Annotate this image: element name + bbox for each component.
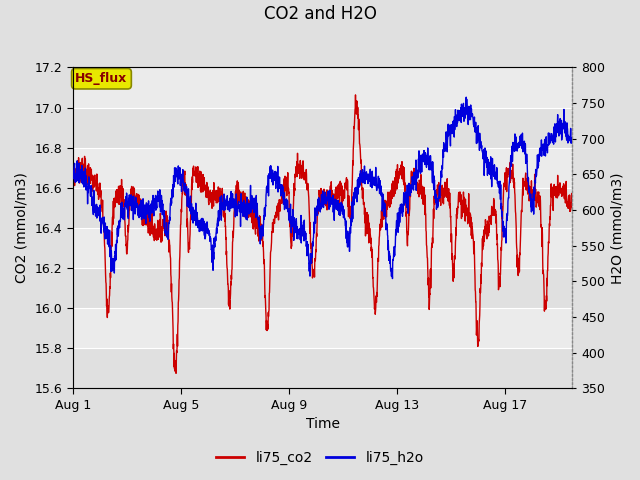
Bar (73, 348, 572, 388)
Bar (73, 268, 572, 308)
Bar (73, 67, 572, 108)
Bar (73, 108, 572, 148)
X-axis label: Time: Time (306, 418, 340, 432)
Y-axis label: H2O (mmol/m3): H2O (mmol/m3) (611, 172, 625, 284)
Bar (73, 308, 572, 348)
Bar (73, 188, 572, 228)
Bar (73, 148, 572, 188)
Text: CO2 and H2O: CO2 and H2O (264, 5, 376, 23)
Legend: li75_co2, li75_h2o: li75_co2, li75_h2o (211, 445, 429, 471)
Y-axis label: CO2 (mmol/m3): CO2 (mmol/m3) (15, 172, 29, 283)
Text: HS_flux: HS_flux (76, 72, 127, 85)
Bar (73, 228, 572, 268)
